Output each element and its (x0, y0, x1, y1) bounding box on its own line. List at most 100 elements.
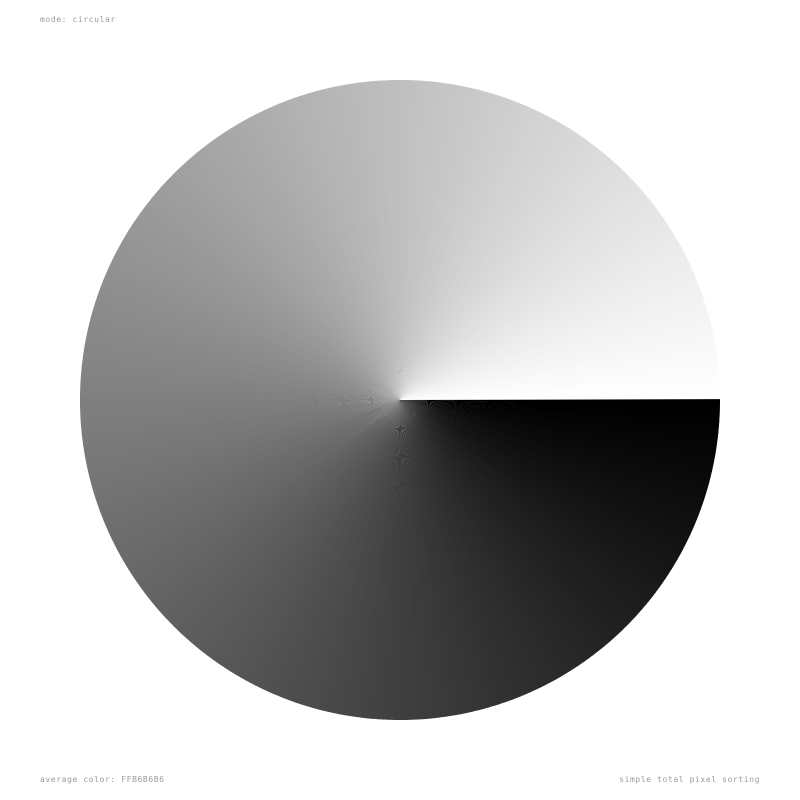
gradient-wedge (400, 157, 615, 400)
gradient-wedge (400, 197, 653, 400)
gradient-wedge (317, 400, 400, 711)
gradient-wedge (225, 400, 400, 672)
gradient-wedge (105, 269, 401, 400)
gradient-wedge (400, 400, 686, 551)
gradient-wedge (400, 400, 666, 584)
gradient-wedge (230, 400, 400, 675)
gradient-wedge (400, 400, 672, 575)
gradient-wedge (400, 80, 412, 400)
gradient-wedge (400, 202, 656, 400)
gradient-wedge (154, 400, 400, 611)
gradient-wedge (400, 400, 715, 467)
gradient-wedge (400, 229, 675, 400)
gradient-wedge (117, 244, 400, 400)
gradient-wedge (400, 211, 663, 400)
gradient-wedge (269, 105, 400, 400)
gradient-wedge (134, 216, 401, 400)
gradient-wedge (400, 400, 710, 489)
gradient-wedge (206, 141, 400, 401)
gradient-wedge (400, 274, 697, 400)
gradient-wedge (400, 86, 472, 400)
gradient-wedge (109, 259, 400, 400)
gradient-wedge (117, 400, 401, 556)
gradient-wedge (400, 81, 434, 401)
gradient-wedge (400, 400, 718, 445)
gradient-wedge (400, 400, 551, 686)
gradient-wedge (216, 400, 400, 666)
gradient-wedge (400, 400, 542, 691)
gradient-wedge (400, 80, 428, 400)
gradient-wedge (400, 400, 711, 483)
gradient-wedge (107, 400, 401, 536)
gradient-wedge (400, 400, 698, 526)
gradient-wedge (169, 400, 400, 627)
gradient-wedge (349, 400, 400, 717)
gradient-wedge (400, 225, 672, 400)
algorithm-label: simple total pixel sorting (619, 775, 760, 784)
gradient-wedge (400, 400, 705, 505)
gradient-wedge (400, 400, 589, 663)
gradient-wedge (333, 400, 400, 715)
gradient-wedge (86, 328, 400, 400)
gradient-wedge (400, 400, 708, 494)
gradient-wedge (400, 92, 494, 401)
gradient-wedge (400, 400, 653, 602)
average-color-label: average color: FFB6B6B6 (40, 775, 165, 784)
gradient-wedge (400, 400, 635, 623)
gradient-wedge (114, 400, 400, 551)
gradient-wedge (400, 117, 556, 400)
gradient-wedge (107, 264, 400, 400)
gradient-wedge (400, 131, 579, 401)
gradient-wedge (400, 400, 531, 695)
gradient-wedge (99, 285, 400, 400)
gradient-wedge (400, 80, 423, 401)
gradient-wedge (372, 400, 400, 720)
gradient-wedge (122, 400, 401, 566)
gradient-wedge (131, 400, 400, 580)
gradient-wedge (400, 89, 483, 401)
gradient-wedge (400, 244, 683, 400)
gradient-wedge (400, 400, 611, 646)
gradient-wedge (173, 169, 400, 400)
gradient-wedge (144, 400, 400, 598)
gradient-wedge (400, 400, 701, 515)
gradient-wedge (400, 400, 700, 520)
gradient-wedge (244, 400, 400, 683)
gradient-wedge (400, 154, 610, 400)
gradient-wedge (185, 400, 400, 643)
gradient-wedge (400, 400, 683, 556)
gradient-wedge (81, 366, 401, 400)
gradient-wedge (253, 112, 400, 400)
gradient-wedge (301, 400, 400, 707)
gradient-wedge (400, 234, 678, 400)
gradient-wedge (344, 400, 400, 717)
gradient-wedge (400, 253, 688, 400)
gradient-wedge (400, 400, 646, 610)
gradient-wedge (400, 400, 580, 669)
gradient-wedge (400, 400, 660, 593)
gradient-wedge (157, 185, 400, 400)
gradient-wedge (400, 400, 607, 649)
gradient-wedge (377, 400, 400, 720)
gradient-wedge (125, 230, 400, 400)
gradient-wedge (400, 80, 417, 401)
gradient-wedge (84, 338, 400, 400)
gradient-wedge (249, 114, 400, 400)
gradient-wedge (215, 134, 400, 400)
gradient-wedge (400, 161, 619, 400)
gradient-wedge (322, 400, 400, 712)
gradient-wedge (177, 400, 400, 635)
gradient-wedge (400, 400, 707, 499)
gradient-wedge (197, 147, 400, 400)
gradient-wedge (235, 400, 400, 678)
gradient-wedge (102, 274, 401, 400)
gradient-wedge (400, 88, 478, 400)
gradient-wedge (400, 400, 714, 472)
gradient-wedge (165, 177, 400, 400)
gradient-wedge (400, 97, 510, 400)
gradient-wedge (239, 120, 400, 401)
gradient-wedge (82, 355, 400, 400)
gradient-wedge (122, 235, 400, 400)
gradient-wedge (143, 202, 400, 400)
